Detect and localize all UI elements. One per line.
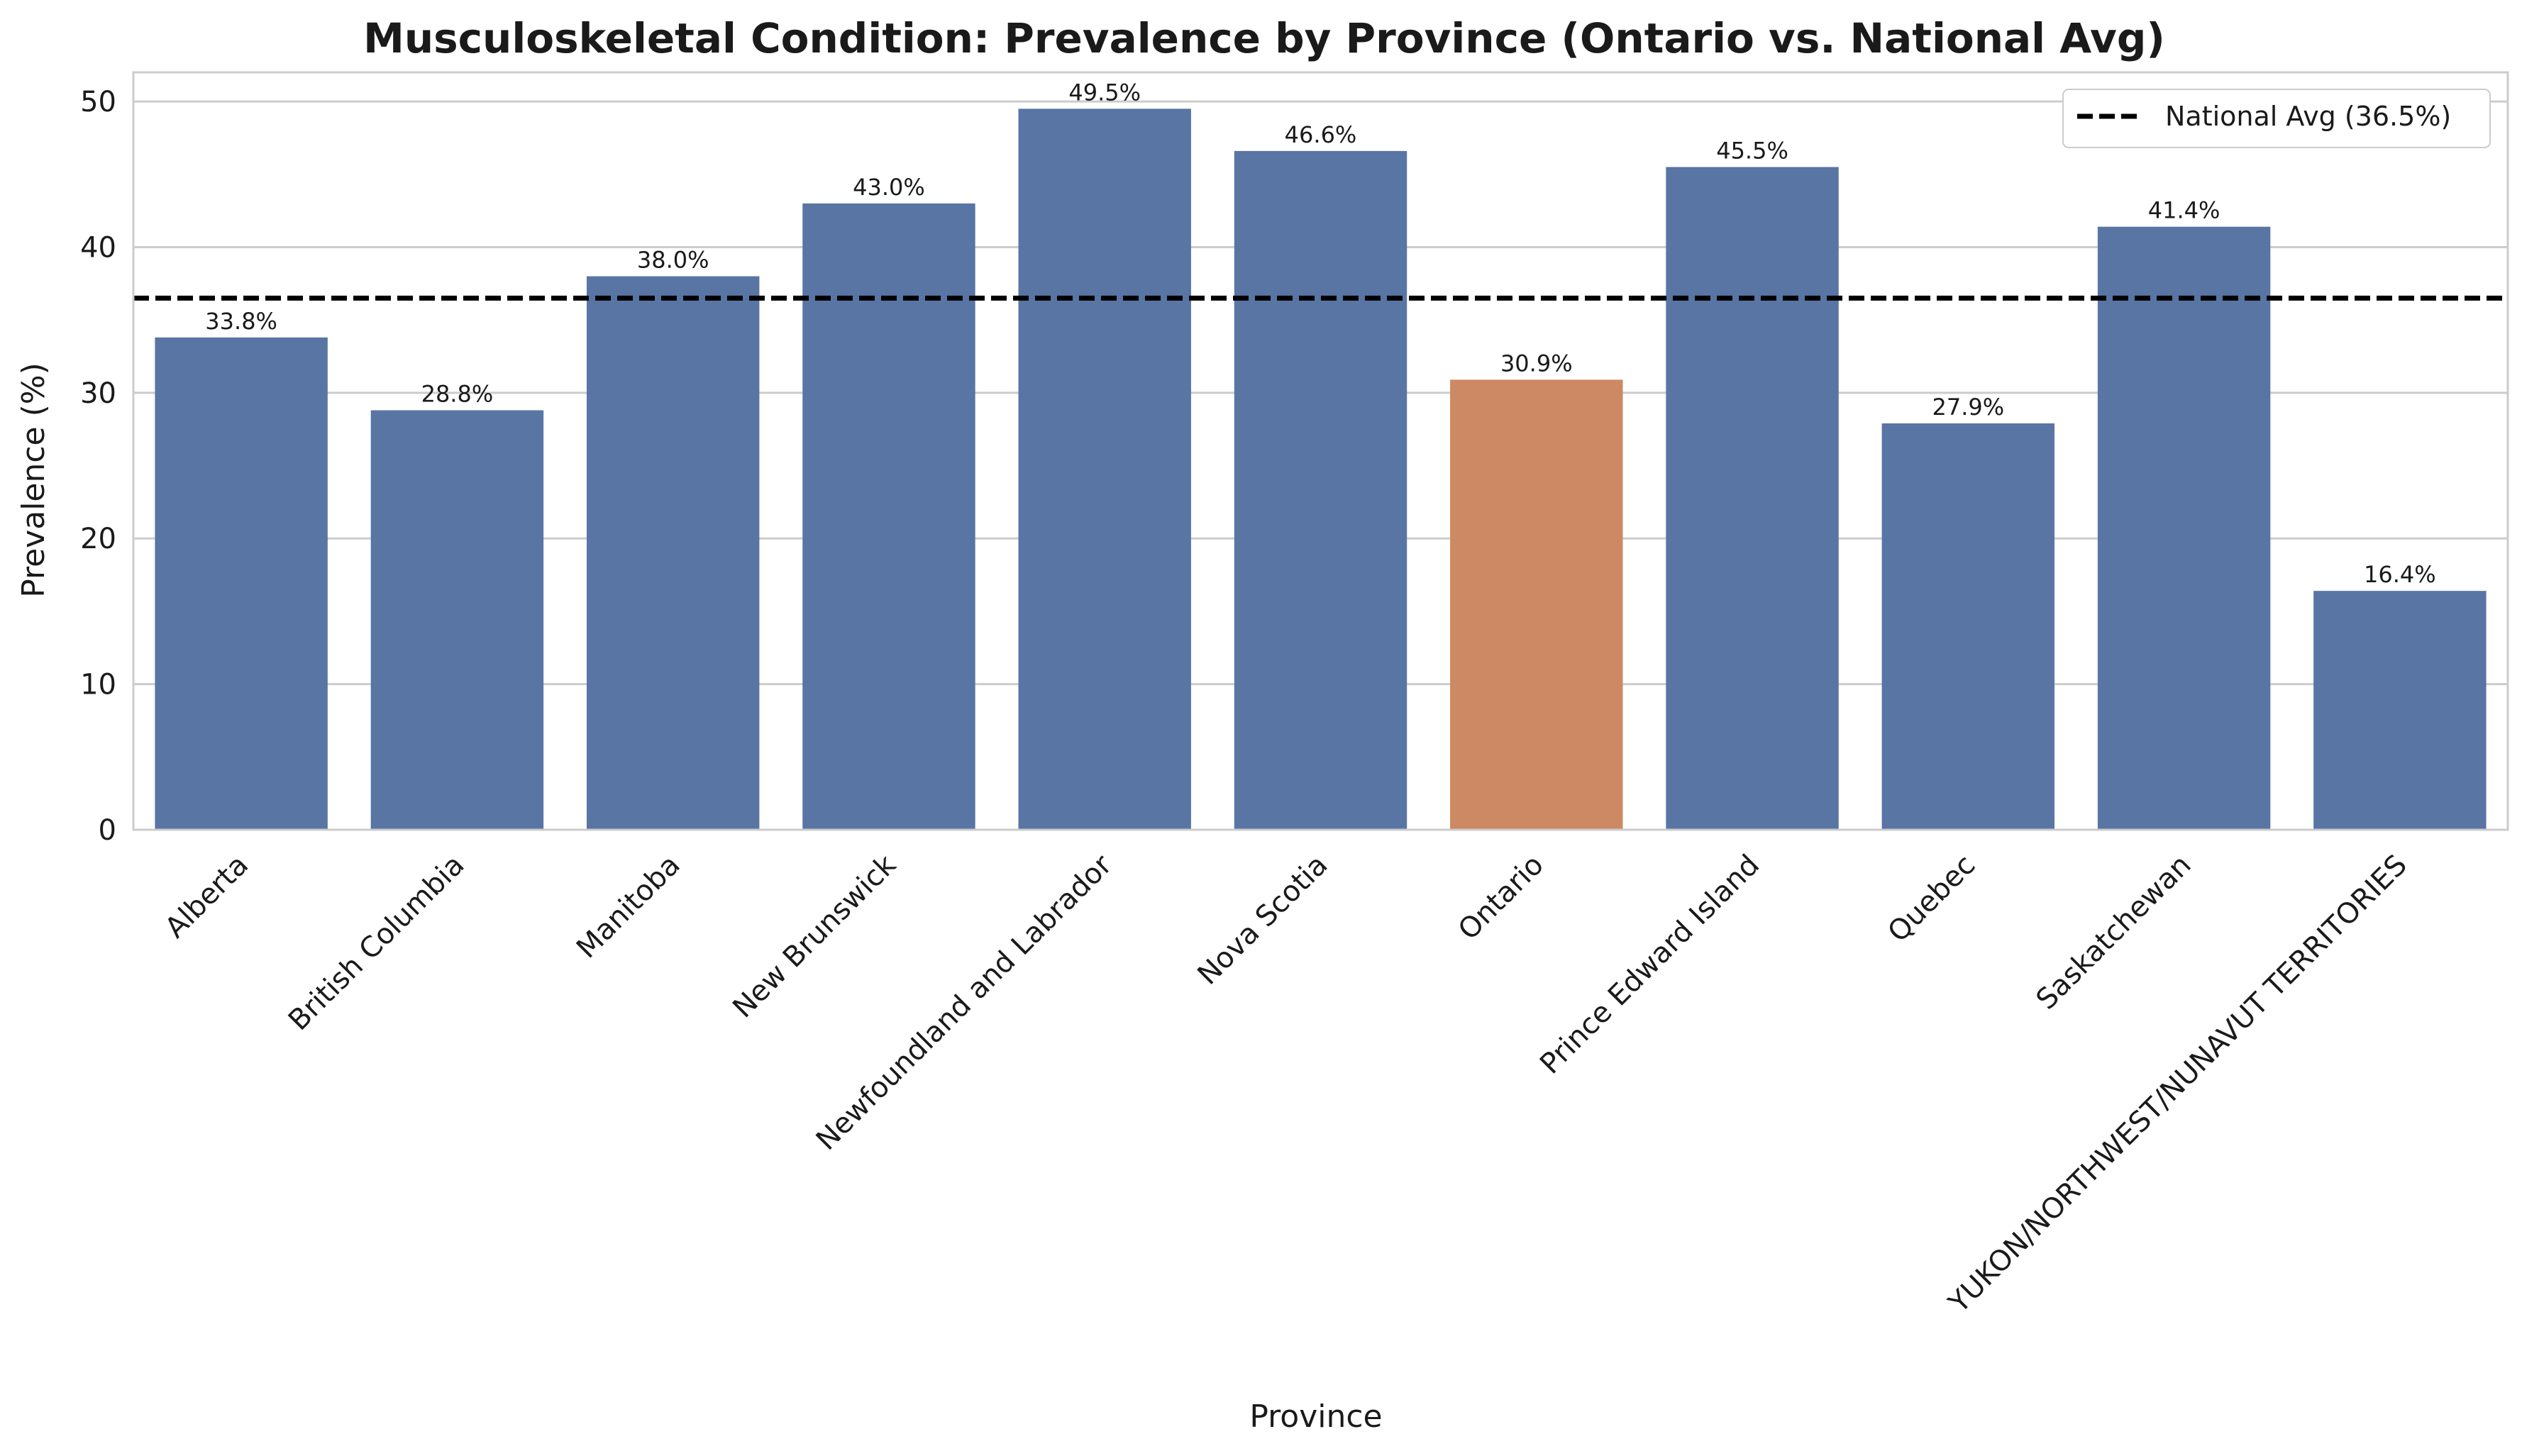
y-axis-ticks: 0 10 20 30 40 50 xyxy=(80,86,116,847)
legend-box xyxy=(2062,89,2491,148)
bar-value-label: 30.9% xyxy=(1500,350,1573,377)
bar xyxy=(370,410,544,830)
x-tick-label: YUKON/NORTHWEST/NUNAVUT TERRITORIES xyxy=(1942,849,2413,1320)
y-tick-label: 10 xyxy=(80,669,116,701)
bar-value-label: 45.5% xyxy=(1716,138,1788,165)
legend: National Avg (36.5%) xyxy=(2062,89,2491,148)
y-tick-label: 50 xyxy=(80,86,116,118)
legend-label: National Avg (36.5%) xyxy=(2165,101,2451,132)
chart-title: Musculoskeletal Condition: Prevalence by… xyxy=(363,14,2165,62)
x-tick-label: Manitoba xyxy=(570,849,687,965)
y-tick-label: 40 xyxy=(80,231,116,264)
bar-value-labels: 33.8% 28.8% 38.0% 43.0% 49.5% 46.6% 30.9% 45.5%… xyxy=(205,79,2435,588)
x-tick-label: Ontario xyxy=(1452,849,1550,947)
x-tick-label: Quebec xyxy=(1881,849,1981,949)
y-tick-label: 0 xyxy=(99,814,116,847)
x-tick-label: British Columbia xyxy=(282,849,471,1038)
bar xyxy=(2313,591,2487,830)
plot-frame xyxy=(132,71,2509,831)
bar-value-label: 49.5% xyxy=(1068,79,1141,106)
bar xyxy=(1881,423,2055,830)
x-axis-label: Province xyxy=(1249,1399,1382,1435)
bar-value-label: 46.6% xyxy=(1285,121,1357,148)
bar xyxy=(802,203,975,830)
bar xyxy=(586,276,760,830)
y-tick-label: 20 xyxy=(80,523,116,555)
x-tick-label: Nova Scotia xyxy=(1191,849,1334,991)
y-tick-label: 30 xyxy=(80,377,116,410)
bar-value-label: 33.8% xyxy=(205,308,277,335)
bar xyxy=(2097,226,2271,830)
bar-value-label: 16.4% xyxy=(2364,561,2436,588)
x-tick-label: New Brunswick xyxy=(726,848,902,1024)
bar xyxy=(155,337,328,830)
bar-value-label: 27.9% xyxy=(1932,394,2004,421)
x-tick-label: Alberta xyxy=(159,849,255,945)
bar-value-label: 43.0% xyxy=(853,174,925,201)
bar xyxy=(1450,379,1623,830)
bars xyxy=(155,109,2487,830)
x-tick-label: Saskatchewan xyxy=(2030,849,2198,1016)
bar-value-label: 41.4% xyxy=(2148,197,2220,224)
bar xyxy=(1666,167,1839,830)
x-tick-label: Prince Edward Island xyxy=(1534,849,1766,1081)
bar-value-label: 28.8% xyxy=(421,380,494,407)
y-axis-label: Prevalence (%) xyxy=(16,362,52,598)
bar-value-label: 38.0% xyxy=(637,247,709,274)
bar xyxy=(1234,150,1407,830)
x-axis-ticks: Alberta British Columbia Manitoba New Bruns… xyxy=(159,848,2413,1320)
bar xyxy=(1018,109,1191,830)
